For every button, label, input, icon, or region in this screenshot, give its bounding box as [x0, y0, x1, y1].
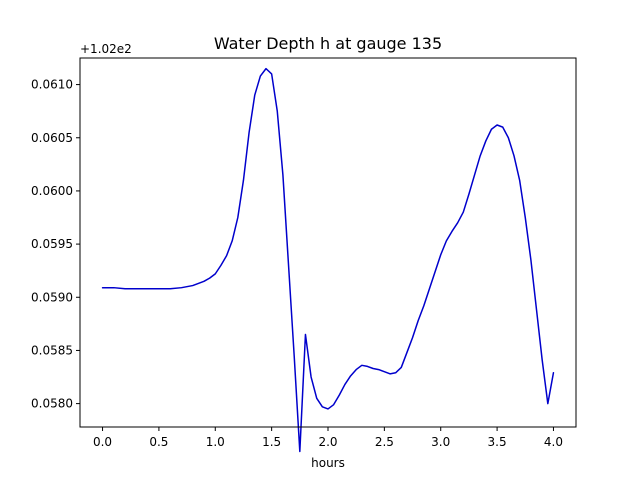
x-tick-label: 1.0 — [206, 435, 225, 449]
y-tick-label: 0.0610 — [31, 78, 73, 92]
x-tick-label: 0.0 — [93, 435, 112, 449]
x-axis-label: hours — [311, 456, 345, 470]
y-tick-label: 0.0590 — [31, 290, 73, 304]
y-tick-label: 0.0605 — [31, 131, 73, 145]
series-line-0 — [101, 67, 555, 453]
y-tick-label: 0.0580 — [31, 397, 73, 411]
x-tick-label: 3.5 — [488, 435, 507, 449]
chart-title: Water Depth h at gauge 135 — [214, 34, 442, 53]
x-tick-label: 4.0 — [544, 435, 563, 449]
x-tick-label: 2.5 — [375, 435, 394, 449]
x-tick-label: 3.0 — [431, 435, 450, 449]
x-tick-label: 2.0 — [318, 435, 337, 449]
y-tick-label: 0.0585 — [31, 343, 73, 357]
y-tick-label: 0.0600 — [31, 184, 73, 198]
x-tick-label: 1.5 — [262, 435, 281, 449]
y-tick-label: 0.0595 — [31, 237, 73, 251]
y-offset-label: +1.02e2 — [80, 42, 132, 56]
x-tick-label: 0.5 — [149, 435, 168, 449]
plot-area: 0.0 0.5 1.0 1.5 2.0 2.5 3.0 3.5 4.0 0.0580 0.0585 0… — [31, 57, 577, 453]
